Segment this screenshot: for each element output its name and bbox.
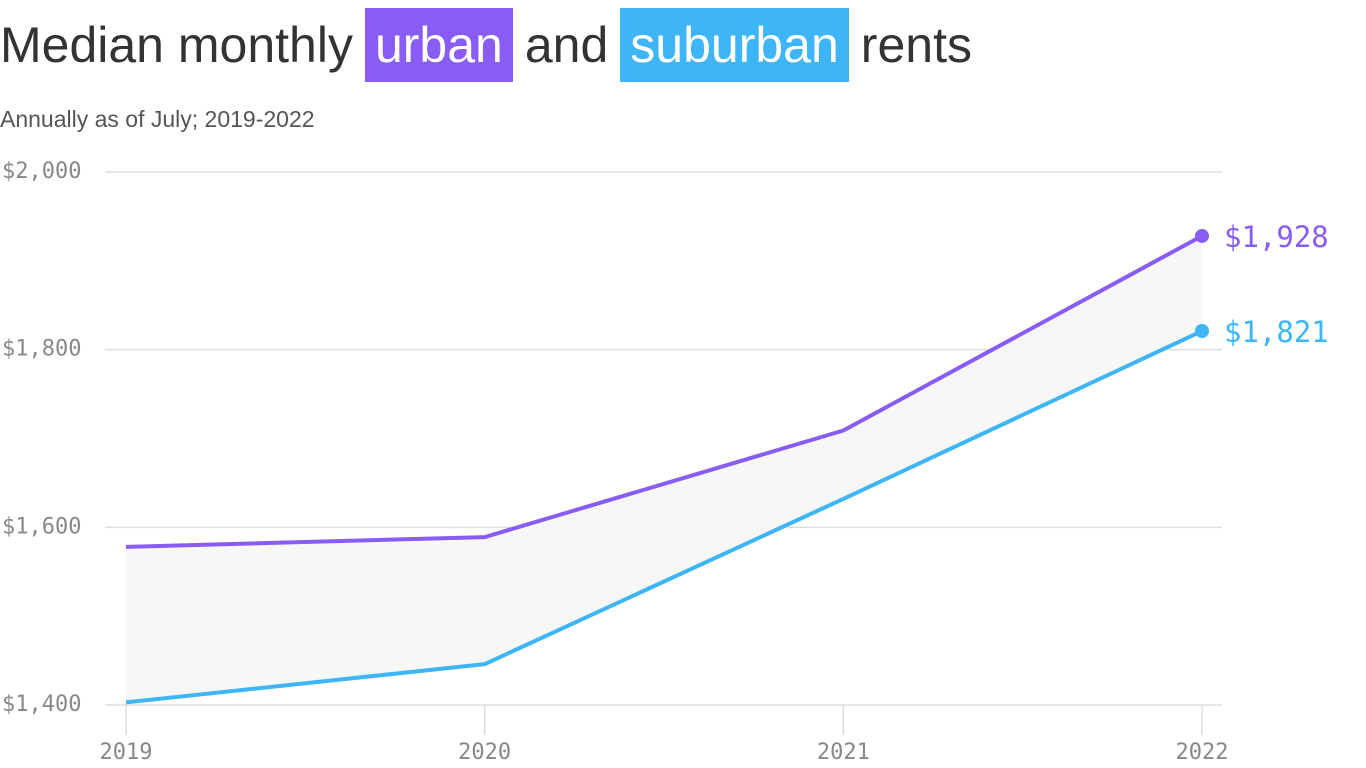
chart-subtitle: Annually as of July; 2019-2022 xyxy=(0,106,315,132)
value-label: $1,821 xyxy=(1224,315,1329,349)
x-tick-label: 2020 xyxy=(458,740,511,765)
line-urban xyxy=(125,234,1203,549)
y-tick-label: $2,000 xyxy=(2,159,81,184)
band-area xyxy=(126,235,1202,703)
chart-title: Median monthly urban and suburban rents xyxy=(0,8,972,82)
title-text: and xyxy=(524,17,609,73)
end-point xyxy=(1195,228,1209,243)
title-text: Median monthly xyxy=(0,17,353,73)
title-text: rents xyxy=(860,17,972,73)
y-tick-label: $1,600 xyxy=(2,514,81,539)
x-tick-label: 2021 xyxy=(817,740,870,765)
y-tick-label: $1,800 xyxy=(2,337,81,362)
legend-suburban: suburban xyxy=(620,8,849,82)
end-point xyxy=(1195,324,1209,339)
line-suburban xyxy=(125,329,1203,705)
legend-urban: urban xyxy=(364,8,513,82)
y-tick-label: $1,400 xyxy=(2,692,81,717)
value-label: $1,928 xyxy=(1224,220,1329,254)
x-tick-label: 2019 xyxy=(100,740,153,765)
x-tick-label: 2022 xyxy=(1176,740,1229,765)
